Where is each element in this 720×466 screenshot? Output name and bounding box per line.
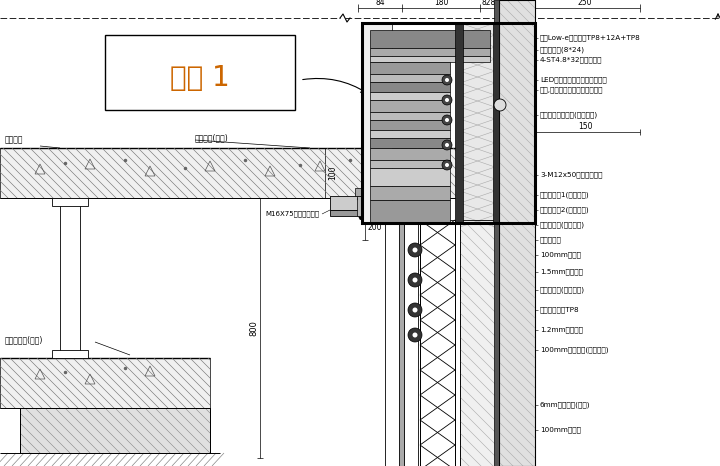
Bar [370,200,450,222]
Circle shape [445,163,449,167]
Bar [20,408,210,453]
Circle shape [442,95,452,105]
Circle shape [445,143,449,147]
Circle shape [445,118,449,122]
Bar [362,23,535,223]
Text: 180: 180 [434,0,448,7]
Bar [370,160,450,168]
Bar [370,186,450,200]
Bar [460,220,499,466]
Circle shape [413,247,418,253]
Text: 铝合金挂件1(阳极氧化): 铝合金挂件1(阳极氧化) [540,192,590,199]
Bar [357,196,363,216]
Text: 250: 250 [577,0,593,7]
Bar [460,220,499,466]
Text: 建筑标高: 建筑标高 [5,135,24,144]
Text: 200: 200 [368,222,382,232]
Bar [460,23,495,223]
Text: 100mm防火棉: 100mm防火棉 [540,427,581,433]
Bar [370,148,450,160]
Text: 插式紧固件: 插式紧固件 [540,237,562,243]
Text: 硅酮结构胶(8*24): 硅酮结构胶(8*24) [540,47,585,53]
Bar [385,220,399,466]
Text: 800: 800 [249,320,258,336]
Circle shape [413,333,418,337]
Bar [399,220,404,466]
Text: 型号,分布位置详见效果单制图纸: 型号,分布位置详见效果单制图纸 [540,87,603,93]
Bar [52,198,88,206]
Bar [455,23,463,223]
Bar [370,30,490,48]
Circle shape [408,243,422,257]
Text: 铝合金风板(阳极氧化): 铝合金风板(阳极氧化) [540,222,585,228]
Circle shape [413,277,418,282]
Bar [330,210,385,216]
Circle shape [413,308,418,313]
Bar [370,100,450,112]
Bar [499,0,535,466]
Bar [52,350,88,358]
Text: 主体钢结构(另项): 主体钢结构(另项) [5,336,43,344]
Bar [370,62,450,74]
Bar [370,168,450,186]
Bar [370,92,450,100]
Text: 1.5mm镀锌钢板: 1.5mm镀锌钢板 [540,269,583,275]
Circle shape [445,98,449,102]
Text: 铝合金挂件2(阳极氧化): 铝合金挂件2(阳极氧化) [540,207,590,213]
Bar [0,148,460,198]
Text: 150: 150 [577,122,593,131]
Text: 84: 84 [375,0,384,7]
Text: M16X75不锈钢螺栓组: M16X75不锈钢螺栓组 [266,211,320,217]
Circle shape [442,115,452,125]
Bar [0,358,210,408]
Bar [370,138,450,148]
Text: 6mm单防火板(双面): 6mm单防火板(双面) [540,402,590,408]
Text: 100: 100 [328,166,337,180]
Text: 828: 828 [482,0,496,7]
Bar [370,130,450,138]
Bar [355,188,365,196]
Text: 92: 92 [509,122,519,131]
Text: 铝合金披水大样盖(氟碳烤漆): 铝合金披水大样盖(氟碳烤漆) [540,112,598,118]
Text: 中空Low-e超白玻璃TP8+12A+TP8: 中空Low-e超白玻璃TP8+12A+TP8 [540,34,641,41]
Bar [370,56,490,62]
Bar [404,220,418,466]
Text: 细节 1: 细节 1 [170,64,230,92]
Bar [370,120,450,130]
Text: 100mm保温岩棉(双面铝箔): 100mm保温岩棉(双面铝箔) [540,347,608,353]
Text: 铝合金立柱(粉末烤漆): 铝合金立柱(粉末烤漆) [540,287,585,293]
Circle shape [408,303,422,317]
Circle shape [494,99,506,111]
Text: 4-ST4.8*32不锈钢螺钉: 4-ST4.8*32不锈钢螺钉 [540,57,603,63]
Circle shape [442,140,452,150]
Bar [420,220,455,466]
Circle shape [442,75,452,85]
Bar [494,0,499,466]
Bar [20,408,210,453]
Bar [330,196,385,210]
Text: 室内地面(另项): 室内地面(另项) [195,133,229,143]
Circle shape [442,160,452,170]
Bar [499,0,535,466]
Bar [105,35,295,110]
Text: 1.2mm构件钢板: 1.2mm构件钢板 [540,327,583,333]
Bar [370,48,490,56]
Circle shape [408,273,422,287]
Bar [370,82,450,92]
Bar [60,198,80,358]
Bar [20,408,210,453]
Text: 100mm防火棉: 100mm防火棉 [540,252,581,258]
Bar [362,23,392,223]
Circle shape [408,328,422,342]
Circle shape [445,78,449,82]
Text: 单片超白玻璃TP8: 单片超白玻璃TP8 [540,307,580,313]
Text: LED特制低照度水灯，遮长安装: LED特制低照度水灯，遮长安装 [540,77,607,83]
Text: 3-M12x50不锈钢螺栓组: 3-M12x50不锈钢螺栓组 [540,171,603,178]
Bar [370,112,450,120]
Bar [370,74,450,82]
Bar [493,23,499,223]
